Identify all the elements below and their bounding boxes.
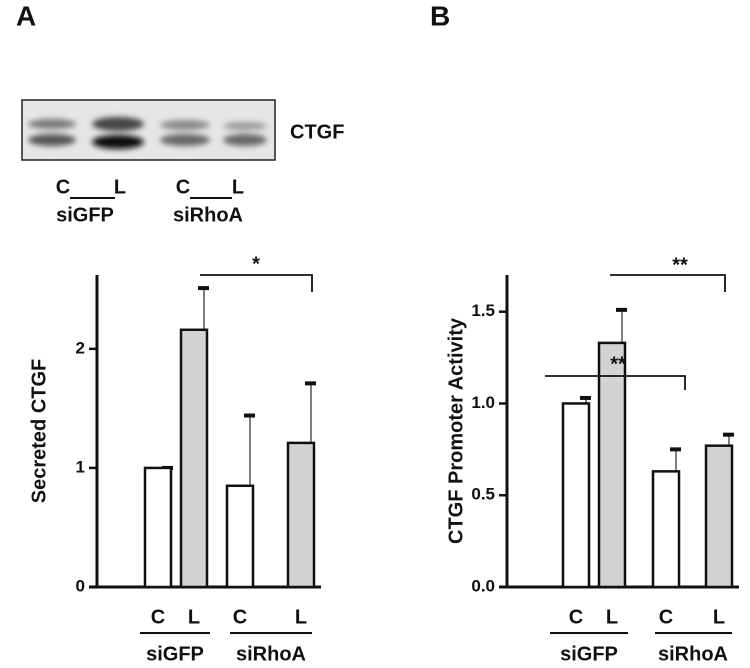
group-label: siGFP xyxy=(560,643,618,665)
y-tick-label: 1 xyxy=(76,457,85,476)
group-label: siRhoA xyxy=(658,643,728,665)
y-tick-label: 2 xyxy=(76,338,85,357)
significance-label: ** xyxy=(610,353,626,375)
y-tick-label: 1.5 xyxy=(471,301,495,320)
y-tick-label: 0.5 xyxy=(471,485,495,504)
lane-label: C xyxy=(176,176,190,198)
bar xyxy=(143,466,173,589)
x-tick-label: C xyxy=(233,606,247,628)
group-label: siGFP xyxy=(56,204,114,226)
panel-label: A xyxy=(16,0,36,31)
x-tick-label: C xyxy=(151,606,165,628)
bar xyxy=(286,441,316,589)
significance-label: ** xyxy=(672,254,688,276)
y-tick-label: 0.0 xyxy=(471,576,495,595)
significance-bracket xyxy=(610,274,726,292)
bar xyxy=(561,402,591,589)
blot-label: CTGF xyxy=(290,121,344,143)
lane-label: C xyxy=(56,176,70,198)
y-axis-label: Secreted CTGF xyxy=(28,359,50,503)
x-tick-label: L xyxy=(295,606,307,628)
x-tick-label: L xyxy=(188,606,200,628)
lane-label: L xyxy=(114,176,126,198)
y-tick-label: 0 xyxy=(76,576,85,595)
bar xyxy=(225,484,255,589)
blot-frame xyxy=(21,99,276,161)
y-tick-label: 1.0 xyxy=(471,393,495,412)
bar xyxy=(704,444,734,589)
panel-label: B xyxy=(430,0,450,31)
bar xyxy=(179,328,209,589)
significance-label: * xyxy=(252,253,260,275)
group-label: siGFP xyxy=(146,643,204,665)
group-label: siRhoA xyxy=(236,643,306,665)
significance-bracket xyxy=(545,375,686,390)
group-label: siRhoA xyxy=(173,204,243,226)
significance-bracket xyxy=(200,274,313,292)
x-tick-label: L xyxy=(713,606,725,628)
y-axis-label: CTGF Promoter Activity xyxy=(445,317,467,544)
lane-label: L xyxy=(232,176,244,198)
blot-bands xyxy=(28,117,267,149)
x-tick-label: C xyxy=(569,606,583,628)
x-tick-label: L xyxy=(606,606,618,628)
x-tick-label: C xyxy=(659,606,673,628)
bar xyxy=(597,341,627,589)
bar xyxy=(651,470,681,589)
